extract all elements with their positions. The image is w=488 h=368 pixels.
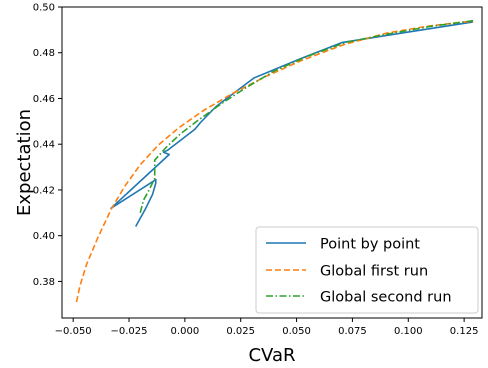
x-axis-ticks: −0.050 −0.025 0.000 0.025 0.050 0.075 0.100 0.1… [55, 318, 479, 337]
series-line-global-first-run [75, 21, 474, 303]
legend-label-global-first-run: Global first run [320, 264, 428, 280]
y-tick-label: 0.46 [33, 94, 55, 105]
x-tick-label: 0.125 [450, 326, 479, 337]
x-tick-label: −0.025 [111, 326, 148, 337]
y-tick-label: 0.38 [33, 277, 55, 288]
y-tick-label: 0.48 [33, 48, 55, 59]
series-layer [75, 19, 474, 303]
x-axis-title: CVaR [248, 345, 295, 366]
plot-frame [61, 6, 483, 319]
legend-label-global-second-run: Global second run [320, 290, 452, 306]
y-axis-ticks: 0.38 0.40 0.42 0.44 0.46 0.48 0.50 [33, 3, 62, 288]
x-tick-label: −0.050 [55, 326, 92, 337]
x-tick-label: 0.000 [171, 326, 200, 337]
legend: Point by point Global first run Global s… [255, 226, 479, 314]
y-tick-label: 0.44 [33, 140, 55, 151]
series-line-point-by-point [110, 21, 474, 227]
x-tick-label: 0.050 [282, 326, 311, 337]
x-tick-label: 0.075 [338, 326, 367, 337]
y-axis-title: Expectation [14, 109, 35, 216]
y-tick-label: 0.40 [33, 231, 55, 242]
series-line-global-second-run [139, 19, 474, 214]
y-tick-label: 0.50 [33, 3, 55, 14]
y-tick-label: 0.42 [33, 185, 55, 196]
legend-label-point-by-point: Point by point [320, 237, 420, 253]
x-tick-label: 0.025 [226, 326, 255, 337]
x-tick-label: 0.100 [394, 326, 423, 337]
legend-box [255, 226, 479, 314]
